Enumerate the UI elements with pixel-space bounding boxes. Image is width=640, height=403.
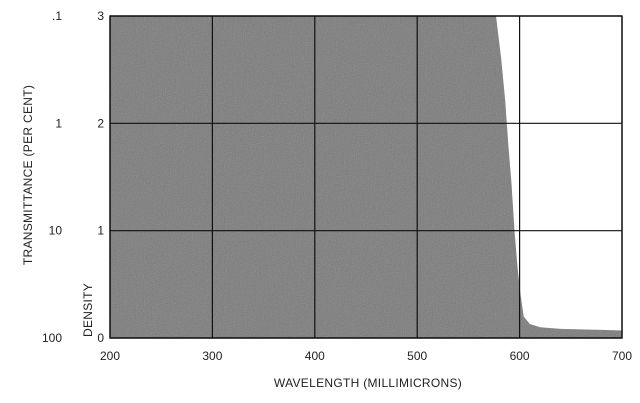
y-tick-label-2: 2 bbox=[97, 116, 104, 130]
y-tick-label-3: 3 bbox=[97, 9, 104, 23]
y-axis-title: DENSITY bbox=[81, 283, 95, 337]
x-tick-label-300: 300 bbox=[202, 349, 222, 363]
x-tick-label-400: 400 bbox=[305, 349, 325, 363]
x-tick-label-500: 500 bbox=[407, 349, 427, 363]
density-area-0 bbox=[110, 16, 622, 338]
plot-frame bbox=[109, 15, 623, 339]
y2-tick-label-10: 10 bbox=[49, 224, 63, 238]
x-tick-label-600: 600 bbox=[510, 349, 530, 363]
x-tick-label-200: 200 bbox=[100, 349, 120, 363]
y-tick-label-1: 1 bbox=[97, 224, 104, 238]
y-secondary-axis-title: TRANSMITTANCE (PER CENT) bbox=[21, 85, 35, 265]
y2-tick-label-1: 1 bbox=[55, 116, 62, 130]
x-tick-label-700: 700 bbox=[612, 349, 632, 363]
y2-tick-label-100: 100 bbox=[42, 331, 62, 345]
x-axis-title: WAVELENGTH (MILLIMICRONS) bbox=[274, 376, 462, 390]
y-tick-label-0: 0 bbox=[97, 331, 104, 345]
y2-tick-label-p1: .1 bbox=[52, 9, 62, 23]
